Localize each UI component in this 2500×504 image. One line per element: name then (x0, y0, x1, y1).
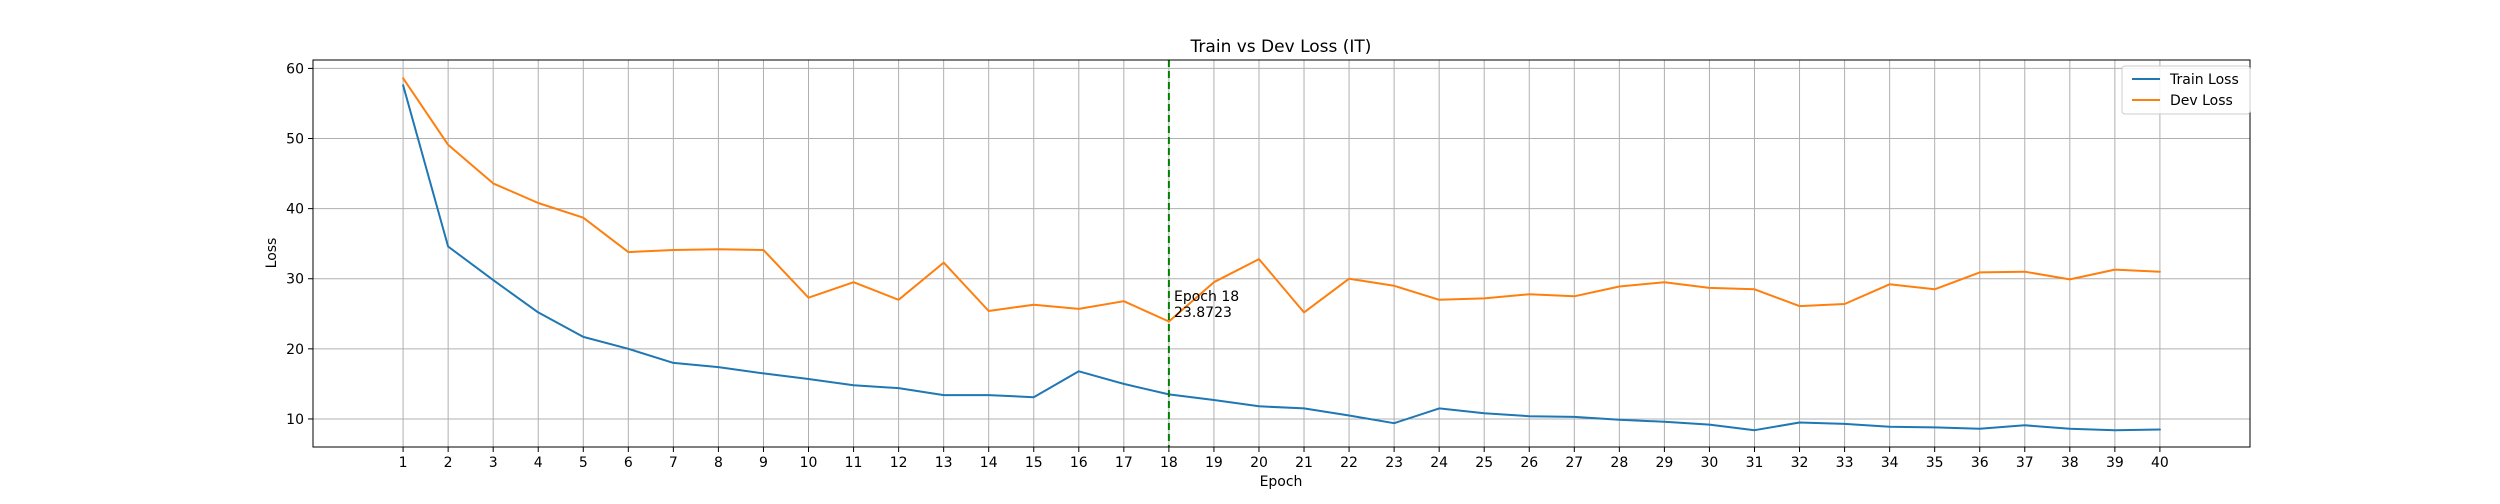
x-tick-label: 28 (1610, 455, 1628, 471)
annotation-epoch: Epoch 18 (1174, 289, 1239, 305)
x-tick-label: 37 (2016, 455, 2034, 471)
series-line-dev (402, 77, 2161, 323)
x-tick-label: 8 (714, 455, 723, 471)
x-axis-label: Epoch (1260, 474, 1303, 490)
x-tick-label: 22 (1340, 455, 1358, 471)
x-tick-label: 2 (444, 455, 453, 471)
x-tick-label: 40 (2151, 455, 2169, 471)
x-tick-label: 21 (1295, 455, 1313, 471)
axes-layer (312, 59, 2251, 448)
x-tick-label: 26 (1520, 455, 1538, 471)
x-tick-label: 17 (1115, 455, 1133, 471)
x-tick-label: 1 (399, 455, 408, 471)
y-tick-label: 20 (286, 342, 304, 358)
chart-title: Train vs Dev Loss (IT) (1190, 37, 1372, 57)
x-tick-label: 7 (669, 455, 678, 471)
x-tick-label: 25 (1475, 455, 1493, 471)
x-tick-label: 15 (1025, 455, 1043, 471)
x-tick-label: 27 (1565, 455, 1583, 471)
x-tick-label: 31 (1746, 455, 1764, 471)
x-tick-label: 5 (579, 455, 588, 471)
x-tick-label: 12 (890, 455, 908, 471)
x-tick-label: 13 (935, 455, 953, 471)
x-tick-label: 14 (980, 455, 998, 471)
x-tick-label: 38 (2061, 455, 2079, 471)
legend-label-train: Train Loss (2169, 72, 2239, 88)
x-tick-label: 23 (1385, 455, 1403, 471)
x-tick-label: 3 (489, 455, 498, 471)
y-tick-label: 30 (286, 272, 304, 288)
x-tick-label: 6 (624, 455, 633, 471)
legend-label-dev: Dev Loss (2170, 93, 2233, 109)
series-line-train (402, 84, 2161, 432)
series-layer (402, 77, 2161, 432)
y-tick-label: 50 (286, 132, 304, 148)
x-tick-label: 20 (1250, 455, 1268, 471)
x-tick-label: 30 (1701, 455, 1719, 471)
y-tick-label: 60 (286, 61, 304, 77)
x-tick-label: 24 (1430, 455, 1448, 471)
x-tick-label: 29 (1655, 455, 1673, 471)
plot-frame (312, 59, 2251, 448)
x-tick-label: 11 (845, 455, 863, 471)
x-tick-label: 16 (1070, 455, 1088, 471)
y-tick-label: 40 (286, 202, 304, 218)
x-tick-label: 4 (534, 455, 543, 471)
x-tick-label: 35 (1926, 455, 1944, 471)
x-tick-label: 19 (1205, 455, 1223, 471)
x-tick-label: 18 (1160, 455, 1178, 471)
x-tick-label: 34 (1881, 455, 1899, 471)
grid-layer (313, 60, 2250, 447)
x-tick-label: 36 (1971, 455, 1989, 471)
y-axis-label: Loss (264, 238, 280, 269)
x-tick-label: 39 (2106, 455, 2124, 471)
x-tick-label: 10 (800, 455, 818, 471)
x-tick-label: 9 (759, 455, 768, 471)
ticks-layer: 1 2 3 4 5 6 7 8 9 10 11 12 13 14 15 16 17 18 19 20 21 22 23 24 2… (286, 61, 2169, 471)
x-tick-label: 32 (1791, 455, 1809, 471)
legend: Train Loss Dev Loss (2121, 65, 2251, 115)
x-tick-label: 33 (1836, 455, 1854, 471)
y-tick-label: 10 (286, 412, 304, 428)
annotation-value: 23.8723 (1174, 305, 1232, 321)
